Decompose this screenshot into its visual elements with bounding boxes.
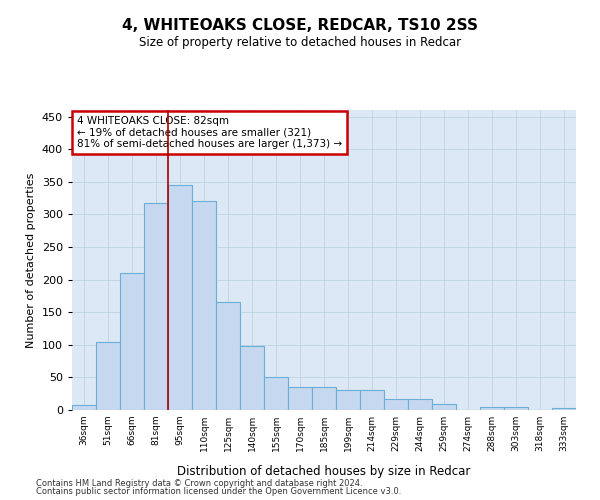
Y-axis label: Number of detached properties: Number of detached properties (26, 172, 36, 348)
Bar (384, 399, 408, 410)
Text: 4, WHITEOAKS CLOSE, REDCAR, TS10 2SS: 4, WHITEOAKS CLOSE, REDCAR, TS10 2SS (122, 18, 478, 32)
Bar (480, 406, 504, 410)
Text: 4 WHITEOAKS CLOSE: 82sqm
← 19% of detached houses are smaller (321)
81% of semi-: 4 WHITEOAKS CLOSE: 82sqm ← 19% of detach… (77, 116, 342, 149)
Bar (120, 273, 144, 410)
Bar (240, 346, 264, 410)
Text: Distribution of detached houses by size in Redcar: Distribution of detached houses by size … (178, 464, 470, 477)
Bar (408, 399, 432, 410)
Bar (336, 390, 360, 410)
Bar (264, 378, 288, 410)
Bar (312, 387, 336, 410)
Bar (504, 406, 528, 410)
Text: Size of property relative to detached houses in Redcar: Size of property relative to detached ho… (139, 36, 461, 49)
Bar (144, 204, 168, 410)
Bar (288, 387, 312, 410)
Bar (432, 404, 456, 410)
Bar (216, 302, 240, 410)
Text: Contains HM Land Registry data © Crown copyright and database right 2024.: Contains HM Land Registry data © Crown c… (36, 478, 362, 488)
Bar (552, 408, 576, 410)
Bar (192, 202, 216, 410)
Bar (96, 342, 120, 410)
Text: Contains public sector information licensed under the Open Government Licence v3: Contains public sector information licen… (36, 487, 401, 496)
Bar (360, 390, 384, 410)
Bar (72, 406, 96, 410)
Bar (168, 185, 192, 410)
